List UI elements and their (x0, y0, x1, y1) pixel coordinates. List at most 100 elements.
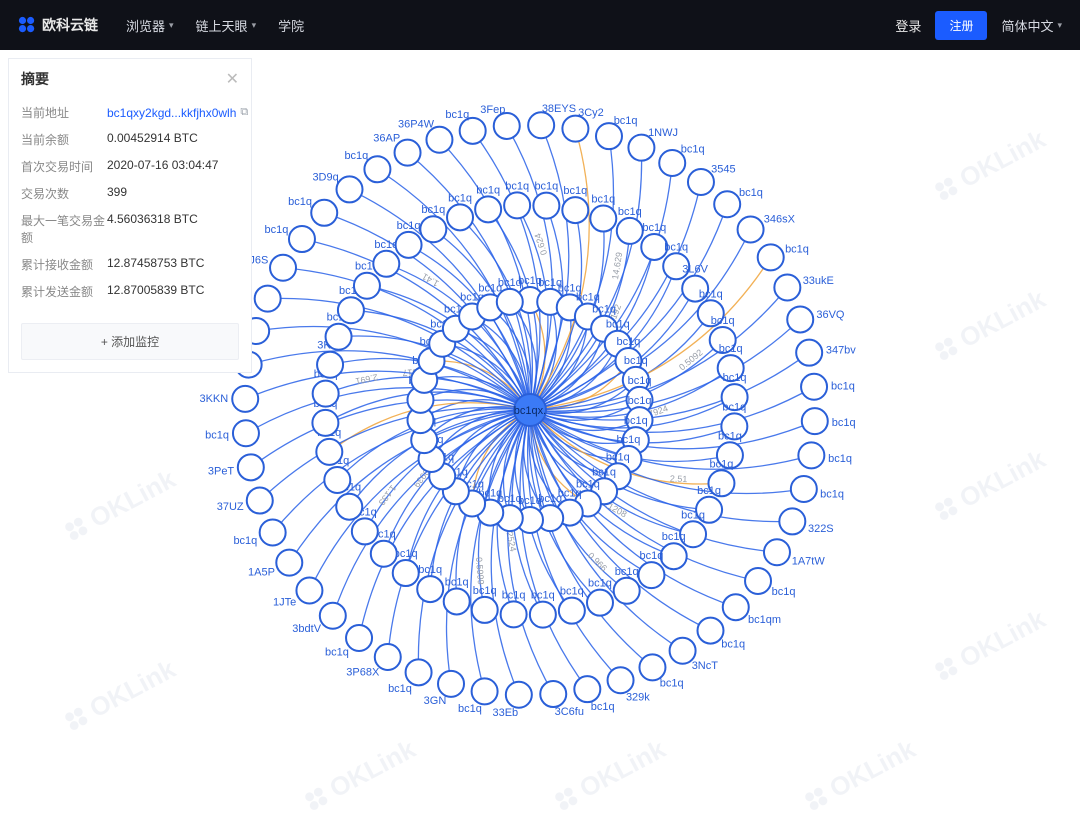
graph-node[interactable] (337, 176, 363, 202)
graph-node[interactable] (324, 467, 350, 493)
graph-node[interactable] (406, 659, 432, 685)
graph-node[interactable] (590, 206, 616, 232)
node-label: 3PeT (208, 466, 235, 478)
graph-node[interactable] (438, 671, 464, 697)
graph-node[interactable] (779, 508, 805, 534)
graph-node[interactable] (444, 588, 470, 614)
graph-node[interactable] (317, 352, 343, 378)
graph-node[interactable] (312, 410, 338, 436)
graph-node[interactable] (562, 116, 588, 142)
graph-node[interactable] (338, 297, 364, 323)
graph-node[interactable] (574, 676, 600, 702)
graph-node[interactable] (326, 324, 352, 350)
graph-node[interactable] (801, 374, 827, 400)
graph-node[interactable] (638, 562, 664, 588)
graph-edge[interactable] (530, 387, 814, 433)
graph-node[interactable] (738, 217, 764, 243)
node-label: bc1q (505, 180, 529, 192)
nav-item-academy[interactable]: 学院 (278, 16, 304, 35)
graph-node[interactable] (352, 518, 378, 544)
graph-node[interactable] (608, 667, 634, 693)
graph-edge[interactable] (508, 410, 554, 694)
graph-node[interactable] (530, 602, 556, 628)
graph-node[interactable] (697, 618, 723, 644)
graph-edge[interactable] (507, 126, 553, 410)
graph-node[interactable] (238, 454, 264, 480)
graph-node[interactable] (614, 578, 640, 604)
graph-edge[interactable] (246, 388, 530, 434)
add-monitor-button[interactable]: + 添加监控 (21, 323, 239, 360)
graph-node[interactable] (232, 386, 258, 412)
graph-node[interactable] (787, 306, 813, 332)
graph-node[interactable] (533, 193, 559, 219)
graph-node[interactable] (504, 192, 530, 218)
graph-node[interactable] (774, 275, 800, 301)
node-label: bc1q (617, 434, 641, 446)
graph-node[interactable] (311, 200, 337, 226)
graph-node[interactable] (417, 576, 443, 602)
graph-node[interactable] (396, 232, 422, 258)
graph-node[interactable] (723, 594, 749, 620)
graph-node[interactable] (497, 289, 523, 315)
graph-node[interactable] (426, 127, 452, 153)
graph-node[interactable] (506, 682, 532, 708)
graph-node[interactable] (420, 216, 446, 242)
graph-node[interactable] (688, 169, 714, 195)
graph-node[interactable] (639, 654, 665, 680)
graph-edge[interactable] (530, 410, 815, 449)
graph-node[interactable] (316, 439, 342, 465)
graph-node[interactable] (796, 340, 822, 366)
graph-node[interactable] (540, 681, 566, 707)
graph-node[interactable] (798, 442, 824, 468)
register-button[interactable]: 注册 (935, 11, 987, 40)
graph-node[interactable] (313, 381, 339, 407)
nav-item-browser[interactable]: 浏览器▾ (126, 16, 174, 35)
node-label: bc1q (614, 115, 638, 127)
graph-node[interactable] (617, 218, 643, 244)
graph-node[interactable] (270, 255, 296, 281)
graph-node[interactable] (587, 590, 613, 616)
graph-node[interactable] (596, 123, 622, 149)
summary-row: 交易次数399 (21, 180, 239, 207)
graph-node[interactable] (661, 543, 687, 569)
graph-node[interactable] (501, 601, 527, 627)
copy-icon[interactable]: ⧉ (240, 106, 248, 119)
graph-node[interactable] (373, 251, 399, 277)
graph-node[interactable] (472, 597, 498, 623)
graph-node[interactable] (802, 408, 828, 434)
graph-node[interactable] (336, 494, 362, 520)
graph-node[interactable] (460, 118, 486, 144)
graph-node[interactable] (346, 625, 372, 651)
nav-item-chaineye[interactable]: 链上天眼▾ (196, 16, 257, 35)
graph-node[interactable] (758, 244, 784, 270)
brand[interactable]: 欧科云链 (18, 15, 98, 35)
close-icon[interactable]: ✕ (226, 69, 239, 89)
graph-node[interactable] (276, 550, 302, 576)
graph-node[interactable] (559, 598, 585, 624)
language-selector[interactable]: 简体中文▾ (1001, 16, 1062, 35)
node-label: 3Fep (480, 104, 505, 116)
graph-node[interactable] (247, 488, 273, 514)
graph-node[interactable] (354, 273, 380, 299)
graph-node[interactable] (494, 113, 520, 139)
graph-node[interactable] (475, 196, 501, 222)
graph-node[interactable] (260, 519, 286, 545)
graph-node[interactable] (371, 541, 397, 567)
login-link[interactable]: 登录 (895, 16, 921, 35)
graph-node[interactable] (393, 560, 419, 586)
graph-node[interactable] (255, 286, 281, 312)
graph-node[interactable] (528, 112, 554, 138)
graph-node[interactable] (791, 476, 817, 502)
graph-node[interactable] (447, 204, 473, 230)
graph-node[interactable] (562, 197, 588, 223)
graph-node[interactable] (745, 568, 771, 594)
graph-node[interactable] (233, 420, 259, 446)
graph-node[interactable] (289, 226, 315, 252)
graph-node[interactable] (320, 603, 346, 629)
graph-node[interactable] (714, 191, 740, 217)
graph-node[interactable] (764, 539, 790, 565)
graph-node[interactable] (296, 577, 322, 603)
graph-node[interactable] (472, 678, 498, 704)
address-link[interactable]: bc1qxy2kgd...kkfjhx0wlh⧉ (107, 104, 248, 121)
graph-edge[interactable] (245, 371, 530, 410)
